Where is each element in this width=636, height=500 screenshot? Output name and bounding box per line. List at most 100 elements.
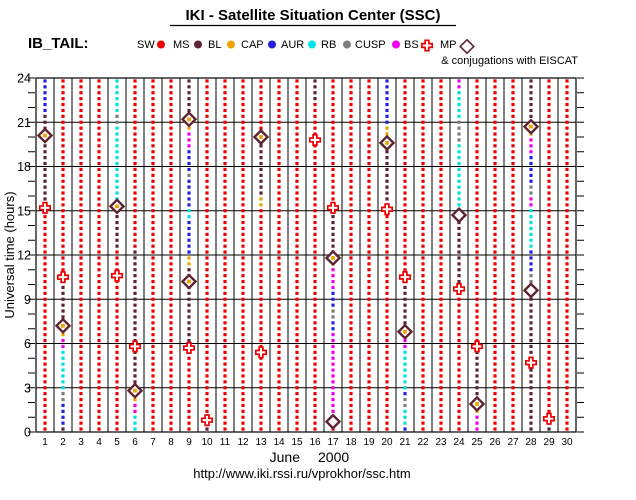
track-dot: [439, 167, 443, 172]
track-dot: [511, 368, 515, 372]
track-dot: [511, 114, 515, 118]
track-dot: [529, 392, 533, 396]
track-dot: [529, 173, 533, 177]
track-dot: [349, 321, 353, 325]
track-dot: [349, 403, 353, 408]
track-dot: [547, 203, 551, 207]
track-dot: [565, 403, 569, 408]
track-dot: [421, 179, 425, 183]
track-dot: [169, 232, 173, 236]
mp-magnetopause-marker: [108, 198, 126, 215]
track-dot: [187, 392, 191, 396]
track-dot: [259, 79, 263, 83]
track-dot: [547, 138, 551, 142]
track-dot: [439, 291, 443, 295]
track-dot: [223, 338, 227, 343]
track-dot: [403, 226, 407, 231]
track-dot: [511, 327, 515, 331]
track-dot: [133, 203, 137, 207]
track-dot: [115, 338, 119, 343]
track-dot: [277, 256, 281, 260]
track-dot: [169, 79, 173, 83]
track-dot: [439, 150, 443, 154]
track-dot: [43, 244, 47, 248]
track-dot: [133, 220, 137, 225]
cross-icon: [380, 203, 394, 216]
track-dot: [115, 262, 119, 266]
track-dot: [205, 409, 209, 413]
track-dot: [151, 238, 155, 242]
track-dot: [295, 392, 299, 396]
track-dot: [259, 268, 263, 272]
track-dot: [151, 415, 155, 419]
mp-magnetopause-marker: [396, 323, 414, 340]
track-dot: [97, 409, 101, 413]
track-dot: [115, 150, 119, 154]
track-dot: [151, 374, 155, 378]
track-dot: [205, 297, 209, 301]
track-dot: [241, 114, 245, 118]
track-dot: [493, 338, 497, 343]
track-dot: [61, 191, 65, 195]
day-track-6: [133, 79, 137, 431]
track-dot: [565, 203, 569, 207]
track-dot: [169, 279, 173, 284]
track-dot: [295, 374, 299, 378]
track-dot: [259, 156, 263, 160]
track-dot: [439, 303, 443, 307]
track-dot: [151, 197, 155, 201]
track-dot: [61, 362, 65, 366]
track-dot: [277, 203, 281, 207]
track-dot: [205, 209, 209, 213]
track-dot: [169, 380, 173, 384]
track-dot: [367, 179, 371, 183]
track-dot: [493, 156, 497, 160]
track-dot: [439, 126, 443, 130]
track-dot: [421, 173, 425, 177]
track-dot: [421, 150, 425, 154]
track-dot: [61, 397, 65, 402]
track-dot: [367, 120, 371, 124]
track-dot: [475, 321, 479, 325]
track-dot: [205, 285, 209, 290]
track-dot: [421, 350, 425, 354]
track-dot: [259, 102, 263, 107]
track-dot: [385, 309, 389, 313]
track-dot: [457, 244, 461, 248]
track-dot: [529, 327, 533, 331]
track-dot: [529, 79, 533, 83]
track-dot: [331, 173, 335, 177]
track-dot: [241, 209, 245, 213]
track-dot: [439, 350, 443, 354]
track-dot: [511, 215, 515, 219]
track-dot: [277, 238, 281, 242]
track-dot: [421, 203, 425, 207]
track-dot: [133, 232, 137, 236]
track-dot: [223, 203, 227, 207]
track-dot: [511, 421, 515, 425]
track-dot: [223, 91, 227, 95]
track-dot: [169, 315, 173, 319]
track-dot: [277, 120, 281, 124]
track-dot: [205, 256, 209, 260]
track-dot: [547, 197, 551, 201]
bs-bowshock-marker: [200, 414, 214, 427]
track-dot: [421, 338, 425, 343]
track-dot: [133, 397, 137, 402]
x-tick-label: 30: [561, 437, 573, 448]
track-dot: [205, 333, 209, 337]
track-dot: [565, 156, 569, 160]
track-dot: [79, 374, 83, 378]
track-dot: [349, 327, 353, 331]
mp-magnetopause-marker: [126, 382, 144, 399]
track-dot: [133, 215, 137, 219]
track-dot: [151, 156, 155, 160]
track-dot: [349, 409, 353, 413]
track-dot: [61, 350, 65, 354]
track-dot: [187, 421, 191, 425]
track-dot: [349, 114, 353, 118]
track-dot: [61, 403, 65, 408]
track-dot: [385, 215, 389, 219]
track-dot: [331, 321, 335, 325]
